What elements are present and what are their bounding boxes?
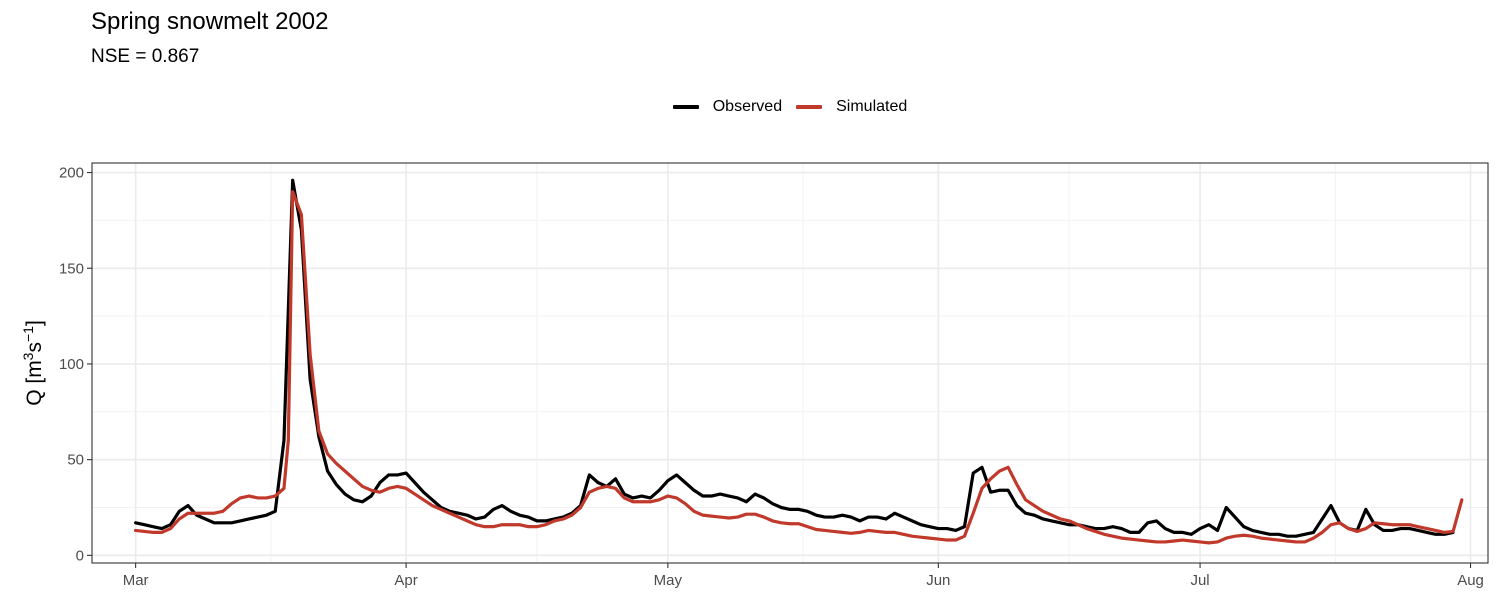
chart-title: Spring snowmelt 2002 (91, 8, 329, 35)
x-tick-label: Aug (1457, 572, 1484, 589)
series-line-simulated (134, 190, 1464, 545)
major-gridlines (92, 163, 1488, 563)
legend: Observed Simulated (0, 98, 1500, 116)
legend-label-simulated: Simulated (836, 98, 908, 115)
panel-border (91, 162, 1489, 564)
y-axis-title-sup-neg1: −1 (20, 326, 36, 342)
series-line-observed (134, 178, 1455, 538)
y-axis-title-base: Q [m (23, 360, 46, 406)
y-tick-label: 0 (76, 547, 84, 564)
y-tick-label: 150 (59, 260, 84, 277)
x-tick-label: Jun (926, 572, 950, 589)
axis-ticks: 0 50 100 150 200 Mar Apr May Jun Jul Aug (59, 165, 1484, 589)
y-axis-title-end: ] (23, 320, 46, 326)
y-axis-title: Q [m3s−1] (20, 320, 46, 406)
chart-subtitle: NSE = 0.867 (91, 46, 200, 67)
legend-label-observed: Observed (712, 98, 783, 115)
x-tick-label: Mar (123, 572, 149, 589)
y-axis-title-sup-3: 3 (20, 352, 36, 360)
y-tick-label: 100 (59, 356, 84, 373)
legend-key-simulated (796, 105, 823, 109)
x-tick-label: May (654, 572, 683, 589)
y-tick-label: 50 (67, 452, 84, 469)
legend-item-simulated: Simulated (796, 98, 907, 116)
x-tick-label: Apr (394, 572, 417, 589)
x-tick-label: Jul (1190, 572, 1209, 589)
legend-item-observed: Observed (672, 98, 783, 116)
series-group (134, 178, 1464, 545)
y-axis-title-unit-s: s (23, 342, 46, 353)
y-tick-label: 200 (59, 165, 84, 182)
legend-key-observed (672, 105, 699, 109)
